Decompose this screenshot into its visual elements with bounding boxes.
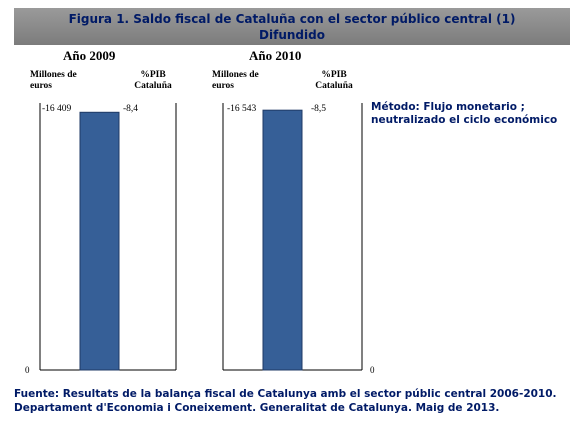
source-line-1: Fuente: Resultats de la balança fiscal d… bbox=[14, 388, 557, 400]
source-line-2: Departament d'Economia i Coneixement. Ge… bbox=[14, 402, 500, 414]
bars-group bbox=[79, 109, 303, 371]
title-line-1: Figura 1. Saldo fiscal de Cataluña con e… bbox=[68, 12, 516, 26]
pib-label-2010: -8,5 bbox=[311, 104, 327, 114]
bar-año-2009 bbox=[79, 111, 120, 371]
bar-año-2010 bbox=[262, 109, 303, 371]
title-line-2: Difundido bbox=[259, 28, 325, 42]
left-axis-unit-2009: Millones de euros bbox=[30, 70, 77, 91]
left-axis-unit-2010: Millones de euros bbox=[212, 70, 259, 91]
source-note: Fuente: Resultats de la balança fiscal d… bbox=[14, 387, 574, 415]
zero-label-left: 0 bbox=[25, 365, 30, 375]
zero-label-right: 0 bbox=[370, 365, 375, 375]
category-label-2009: Año 2009 bbox=[63, 48, 116, 63]
category-label-2010: Año 2010 bbox=[249, 48, 302, 63]
pib-label-2009: -8,4 bbox=[123, 104, 139, 114]
value-label-2009: -16 409 bbox=[42, 104, 72, 114]
chart-title: Figura 1. Saldo fiscal de Cataluña con e… bbox=[14, 8, 570, 45]
method-note: Método: Flujo monetario ; neutralizado e… bbox=[371, 101, 558, 126]
right-axis-unit-2010: %PIB Cataluña bbox=[315, 70, 353, 91]
right-axis-unit-2009: %PIB Cataluña bbox=[134, 70, 172, 91]
value-label-2010: -16 543 bbox=[227, 104, 257, 114]
